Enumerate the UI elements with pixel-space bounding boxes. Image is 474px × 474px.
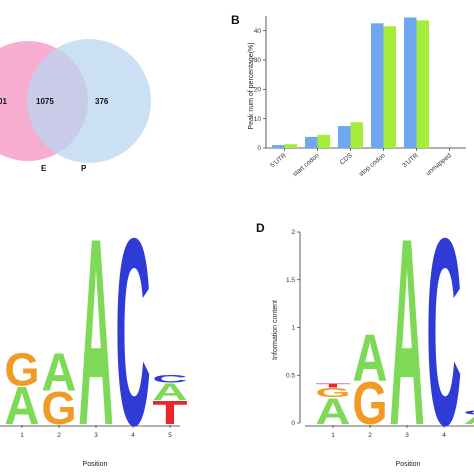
bar-x-tick-label: 5'UTR (269, 152, 288, 169)
bar-x-ticks: 5'UTR start codon CDS stop codon 3'UTR unmapp… (269, 148, 453, 178)
logo-d-y-tick-label: 1.5 (286, 277, 295, 284)
bar-start-codon-series-1 (304, 136, 318, 148)
logo-x-tick-label: 2 (57, 432, 61, 439)
venn-unique-p: 376 (95, 97, 109, 106)
panel-d-letter: D (256, 221, 265, 235)
logo-x-tick-label: 3 (405, 432, 409, 439)
logo-x-tick-label: 1 (331, 432, 335, 439)
logo-letter-c: C (152, 373, 187, 385)
bar-x-tick-label: stop codon (358, 152, 387, 178)
logo-letter-a: A (152, 379, 187, 406)
bar-y-tick-label: 40 (254, 28, 262, 35)
bar-y-ticks: 0 10 20 30 40 (254, 28, 266, 152)
logo-x-tick-label: 4 (131, 432, 135, 439)
logo-c-x-axis-label: Position (83, 461, 108, 468)
venn-intersection: 1075 (36, 97, 54, 106)
logo-x-tick-label: 3 (94, 432, 98, 439)
logo-x-tick-label: 1 (20, 432, 24, 439)
venn-set-p-label: P (81, 164, 87, 173)
logo-letter-g: G (315, 386, 350, 401)
logo-d-x-axis-label: Position (396, 461, 421, 468)
logo-d-marks: AGTGAACAC (315, 182, 474, 474)
logo-letter-c: C (426, 182, 461, 474)
logo-x-tick-label: 4 (442, 432, 446, 439)
bar-x-tick-label: 3'UTR (401, 152, 420, 169)
bar-5-utr-series-2 (284, 144, 298, 148)
logo-d-y-tick-label: 2 (291, 229, 295, 236)
logo-d-y-tick-label: 1 (291, 325, 295, 332)
bar-panel: B Peak num of percentage(%) 0 10 20 30 40 5'… (231, 13, 466, 178)
bar-5-utr-series-1 (271, 145, 285, 148)
bar-3-utr-series-1 (403, 17, 417, 148)
logo-letter-t: T (315, 383, 350, 389)
logo-letter-a: A (463, 412, 474, 427)
logo-letter-t: T (152, 394, 187, 432)
venn-panel: 01 1075 376 E P (0, 39, 151, 173)
bar-cds-series-1 (337, 126, 351, 148)
bar-cds-series-2 (350, 122, 364, 148)
logo-x-tick-label: 2 (368, 432, 372, 439)
bar-marks (271, 17, 430, 149)
bar-stop-codon-series-2 (383, 26, 397, 149)
bar-x-tick-label: unmapped (425, 152, 453, 177)
logo-x-tick-label: 5 (168, 432, 172, 439)
logo-d-y-ticks: 0 0.5 1 1.5 2 (286, 229, 300, 427)
logo-letter-g: G (4, 343, 39, 396)
logo-letter-a: A (41, 342, 76, 402)
logo-letter-a: A (78, 182, 113, 474)
logo-letter-a: A (389, 182, 424, 474)
panel-b-letter: B (231, 13, 240, 27)
logo-letter-a: A (352, 321, 387, 395)
bar-stop-codon-series-1 (370, 23, 384, 148)
logo-d-y-tick-label: 0 (291, 420, 295, 427)
bar-x-tick-label: CDS (339, 152, 355, 167)
venn-set-p-circle (27, 39, 151, 163)
logo-letter-c: C (463, 410, 474, 416)
bar-y-tick-label: 10 (254, 116, 262, 123)
bar-x-tick-label: start codon (292, 152, 321, 178)
logo-panel-d: D Information content 0 0.5 1 1.5 2 AGTGAACA… (256, 182, 474, 474)
bar-y-tick-label: 20 (254, 87, 262, 94)
bar-y-tick-label: 30 (254, 57, 262, 64)
bar-3-utr-series-2 (416, 20, 430, 148)
logo-letter-c: C (115, 182, 150, 474)
logo-d-y-tick-label: 0.5 (286, 372, 295, 379)
bar-y-tick-label: 0 (257, 145, 261, 152)
logo-d-y-axis-label: Information content (272, 300, 279, 360)
logo-c-x-ticks: 1 2 3 4 5 (20, 425, 172, 439)
bar-y-axis-label: Peak num of percentage(%) (248, 42, 255, 129)
venn-set-e-label: E (41, 164, 47, 173)
bar-start-codon-series-2 (317, 134, 331, 148)
venn-unique-e: 01 (0, 97, 7, 106)
